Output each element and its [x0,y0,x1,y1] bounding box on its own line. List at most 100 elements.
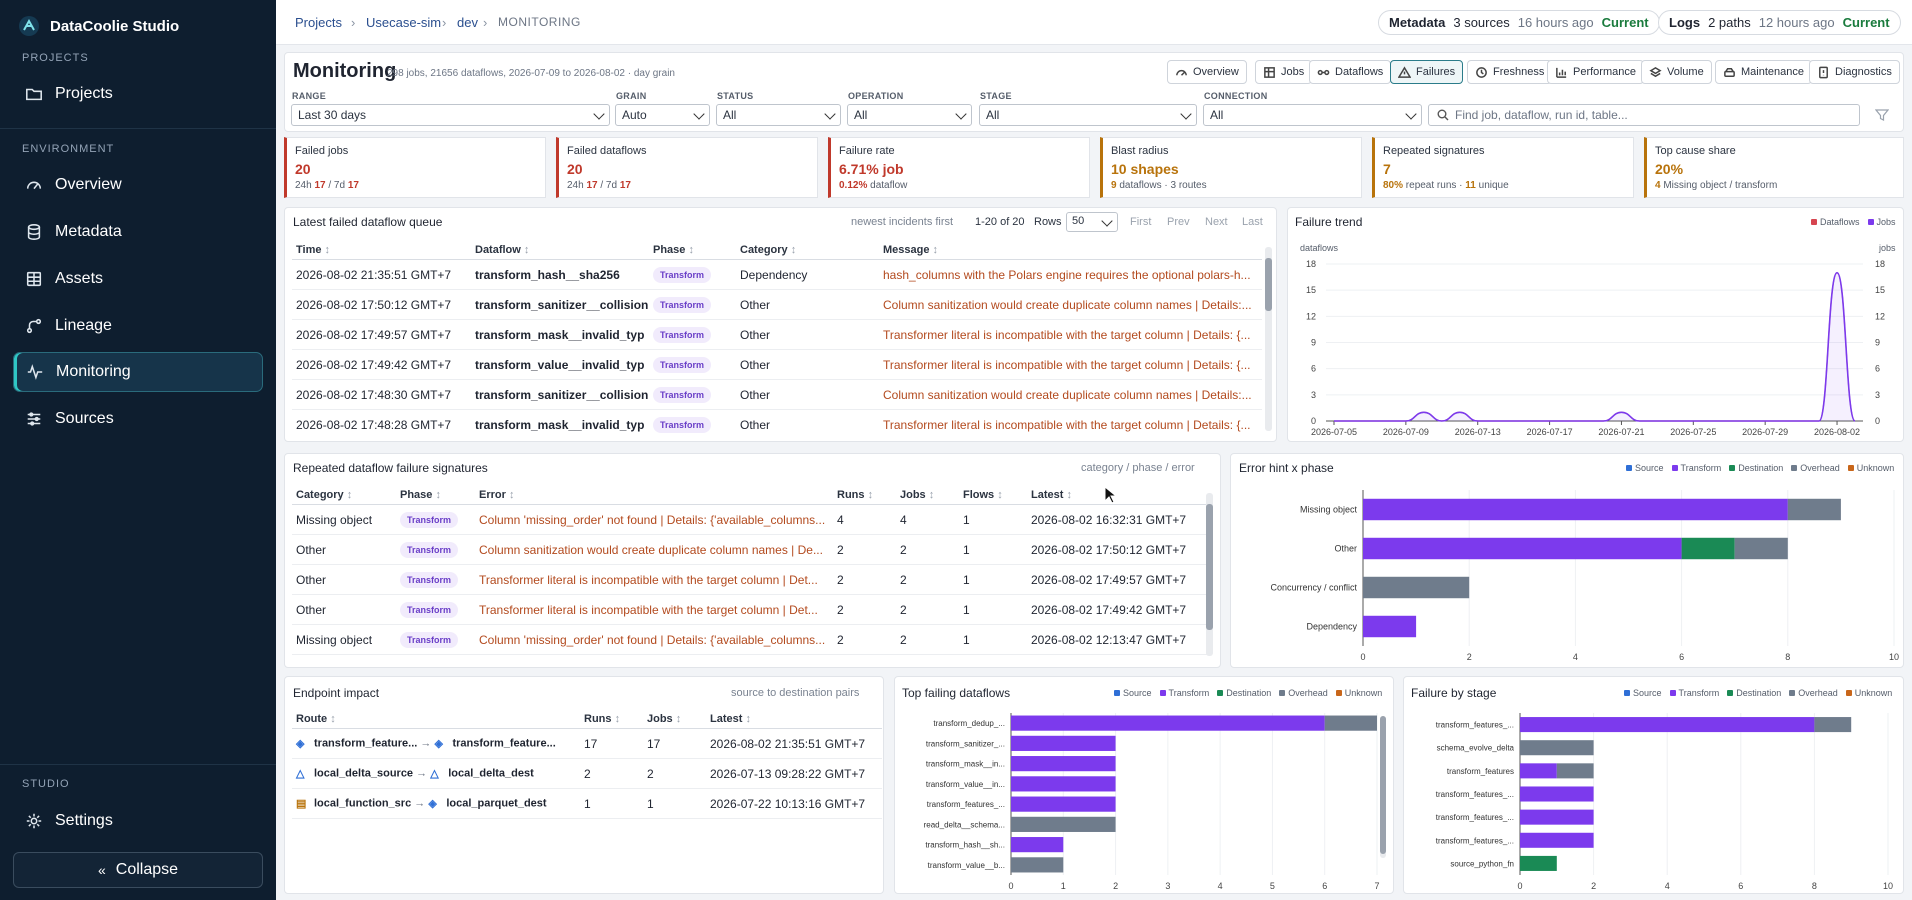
table-row[interactable]: ◈ transform_feature... → ◈ transform_featu… [292,728,882,759]
bar-destination [1520,855,1557,871]
tab-performance[interactable]: Performance [1547,60,1644,84]
panel-title: Repeated dataflow failure signatures [293,461,488,475]
tab-failures[interactable]: Failures [1390,60,1464,84]
jobs-cell: 17 [643,728,706,759]
legend-label: Destination [1738,463,1784,473]
kpi-repeated-signatures[interactable]: Repeated signatures 7 80% repeat runs · … [1372,137,1634,198]
column-header[interactable]: Latest ↕ [706,710,882,729]
dataflow-cell[interactable]: transform_value__invalid_typ [471,349,649,380]
column-header[interactable]: Phase ↕ [649,241,736,260]
table-row[interactable]: 2026-08-02 17:50:12 GMT+7 transform_sanit… [292,289,1262,320]
metadata-status-pill[interactable]: Metadata 3 sources 16 hours ago Current [1378,10,1660,35]
range-select[interactable]: Last 30 days [291,104,610,126]
route-cell[interactable]: ◈ transform_feature... → ◈ transform_featu… [292,728,580,759]
sidebar-item-monitoring[interactable]: Monitoring [13,352,263,392]
tab-jobs[interactable]: Jobs [1255,60,1313,84]
tab-volume[interactable]: Volume [1641,60,1712,84]
legend-label: Unknown [1344,688,1383,698]
table-row[interactable]: Other Transform Transformer literal is inc… [292,564,1207,595]
table-row[interactable]: Missing object Transform Column 'missing_o… [292,504,1207,535]
breadcrumb-separator-icon: › [442,15,447,30]
table-row[interactable]: ▤ local_function_src → ◈ local_parquet_des… [292,788,882,819]
route-cell[interactable]: △ local_delta_source → △ local_delta_dest [292,758,580,789]
top-failing-scroll-thumb[interactable] [1380,716,1386,854]
table-row[interactable]: Missing object Transform Column 'missing_o… [292,624,1207,655]
table-row[interactable]: 2026-08-02 17:48:28 GMT+7 transform_mask_… [292,409,1262,439]
kpi-failed-jobs[interactable]: Failed jobs 20 24h 17 / 7d 17 [284,137,546,198]
table-row[interactable]: 2026-08-02 21:35:51 GMT+7 transform_hash_… [292,259,1262,290]
table-row[interactable]: 2026-08-02 17:48:30 GMT+7 transform_sanit… [292,379,1262,410]
kpi-top-cause-share[interactable]: Top cause share 20% 4 Missing object / t… [1644,137,1904,198]
collapse-button[interactable]: « Collapse [13,852,263,888]
sidebar-item-lineage[interactable]: Lineage [13,306,263,346]
column-header[interactable]: Category ↕ [736,241,879,260]
table-row[interactable]: Other Transform Transformer literal is inc… [292,594,1207,625]
pager-first[interactable]: First [1130,216,1152,228]
operation-select[interactable]: All [847,104,972,126]
breadcrumb-projects[interactable]: Projects [295,15,342,30]
metadata-status-detail: 3 sources [1453,15,1510,30]
legend-swatch [1845,690,1852,696]
stage-select[interactable]: All [979,104,1197,126]
column-header[interactable]: Jobs ↕ [896,486,959,505]
sort-icon: ↕ [867,489,874,501]
jobs-cell: 2 [896,624,959,655]
connection-select[interactable]: All [1203,104,1422,126]
column-header[interactable]: Message ↕ [879,241,1262,260]
queue-scroll-thumb[interactable] [1265,258,1272,311]
pager-prev[interactable]: Prev [1167,216,1190,228]
column-header[interactable]: Jobs ↕ [643,710,706,729]
column-header[interactable]: Latest ↕ [1027,486,1207,505]
pager-last[interactable]: Last [1242,216,1263,228]
table-row[interactable]: △ local_delta_source → △ local_delta_dest 2… [292,758,882,789]
column-header[interactable]: Runs ↕ [833,486,896,505]
kpi-failed-dataflows[interactable]: Failed dataflows 20 24h 17 / 7d 17 [556,137,818,198]
tab-overview[interactable]: Overview [1167,60,1247,84]
legend-item: Transform [1671,463,1721,473]
tab-maintenance[interactable]: Maintenance [1715,60,1812,84]
route-cell[interactable]: ▤ local_function_src → ◈ local_parquet_des… [292,788,580,819]
signatures-scroll-thumb[interactable] [1206,504,1213,630]
sidebar-item-metadata[interactable]: Metadata [13,212,263,252]
column-header[interactable]: Time ↕ [292,241,471,260]
pager-next[interactable]: Next [1205,216,1228,228]
x-tick-label: 2026-07-13 [1455,427,1501,437]
kpi-failure-rate[interactable]: Failure rate 6.71% job 0.12% dataflow [828,137,1090,198]
dataflow-cell[interactable]: transform_sanitizer__collision [471,379,649,410]
tab-diagnostics[interactable]: Diagnostics [1809,60,1900,84]
app-name: DataCoolie Studio [50,17,180,35]
brand[interactable]: DataCoolie Studio [18,15,179,37]
dataflow-cell[interactable]: transform_hash__sha256 [471,259,649,290]
sidebar-item-overview[interactable]: Overview [13,165,263,205]
kpi-blast-radius[interactable]: Blast radius 10 shapes 9 dataflows · 3 r… [1100,137,1362,198]
table-row[interactable]: Other Transform Column sanitization would … [292,534,1207,565]
search-input[interactable]: Find job, dataflow, run id, table... [1428,104,1860,126]
queue-scrollbar[interactable] [1265,247,1272,431]
breadcrumb-env[interactable]: dev [457,15,478,30]
table-row[interactable]: 2026-08-02 17:49:57 GMT+7 transform_mask_… [292,319,1262,350]
sidebar-item-projects[interactable]: Projects [13,74,263,114]
tab-dataflows[interactable]: Dataflows [1309,60,1392,84]
dataflow-cell[interactable]: transform_sanitizer__collision [471,289,649,320]
sidebar-item-settings[interactable]: Settings [13,801,263,841]
dataflow-cell[interactable]: transform_mask__invalid_typ [471,409,649,439]
logs-status-pill[interactable]: Logs 2 paths 12 hours ago Current [1658,10,1901,35]
column-header[interactable]: Error ↕ [475,486,833,505]
column-header[interactable]: Runs ↕ [580,710,643,729]
folder-icon [26,88,42,101]
column-header[interactable]: Flows ↕ [959,486,1027,505]
breadcrumb-project[interactable]: Usecase-sim [366,15,442,30]
dataflow-cell[interactable]: transform_mask__invalid_typ [471,319,649,350]
filter-icon[interactable] [1875,108,1889,122]
tab-freshness[interactable]: Freshness [1467,60,1553,84]
rows-select[interactable]: 50 [1066,212,1118,232]
column-header[interactable]: Phase ↕ [396,486,475,505]
column-header[interactable]: Dataflow ↕ [471,241,649,260]
status-select[interactable]: All [716,104,841,126]
table-row[interactable]: 2026-08-02 17:49:42 GMT+7 transform_value… [292,349,1262,380]
sidebar-item-assets[interactable]: Assets [13,259,263,299]
column-header[interactable]: Category ↕ [292,486,396,505]
grain-select[interactable]: Auto [615,104,710,126]
column-header[interactable]: Route ↕ [292,710,580,729]
sidebar-item-sources[interactable]: Sources [13,399,263,439]
